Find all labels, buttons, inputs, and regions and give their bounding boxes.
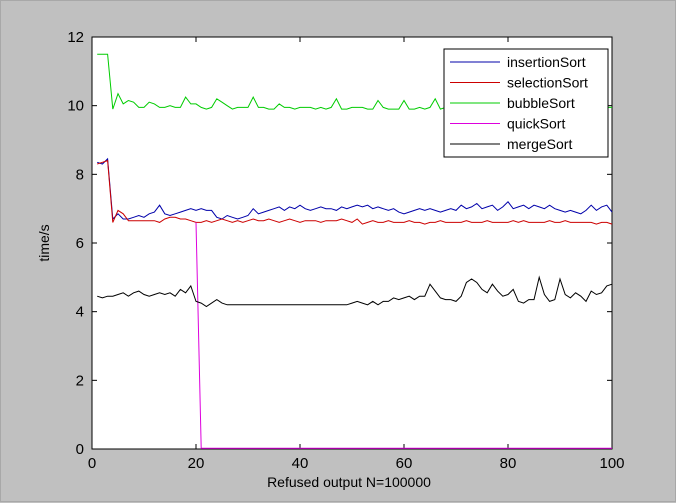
x-tick-label: 20 xyxy=(188,455,205,472)
axis-ticks: 0 20 40 60 80 100 0 2 4 6 8 10 12 xyxy=(67,29,624,472)
series-line-quickSort xyxy=(195,222,612,449)
legend-label-mergeSort: mergeSort xyxy=(507,136,572,152)
y-tick-label: 2 xyxy=(76,372,84,389)
legend: insertionSort selectionSort bubbleSort quic… xyxy=(443,48,609,158)
x-tick-label: 0 xyxy=(88,455,96,472)
y-tick-label: 12 xyxy=(67,29,84,46)
y-tick-label: 4 xyxy=(76,304,84,321)
y-tick-label: 10 xyxy=(67,98,84,115)
x-tick-label: 80 xyxy=(500,455,517,472)
x-tick-label: 60 xyxy=(396,455,413,472)
x-tick-label: 40 xyxy=(292,455,309,472)
legend-label-quickSort: quickSort xyxy=(507,116,565,132)
legend-label-selectionSort: selectionSort xyxy=(507,75,588,91)
y-tick-label: 0 xyxy=(76,441,84,458)
x-axis-label: Refused output N=100000 xyxy=(267,474,431,490)
legend-label-insertionSort: insertionSort xyxy=(507,54,586,70)
series-line-mergeSort xyxy=(97,275,613,308)
y-axis-label: time/s xyxy=(36,224,52,261)
y-tick-label: 8 xyxy=(76,166,84,183)
series-line-insertionSort xyxy=(97,157,613,221)
x-tick-label: 100 xyxy=(599,455,624,472)
series-line-selectionSort xyxy=(97,159,613,225)
y-tick-label: 6 xyxy=(76,235,84,252)
legend-label-bubbleSort: bubbleSort xyxy=(507,95,575,111)
